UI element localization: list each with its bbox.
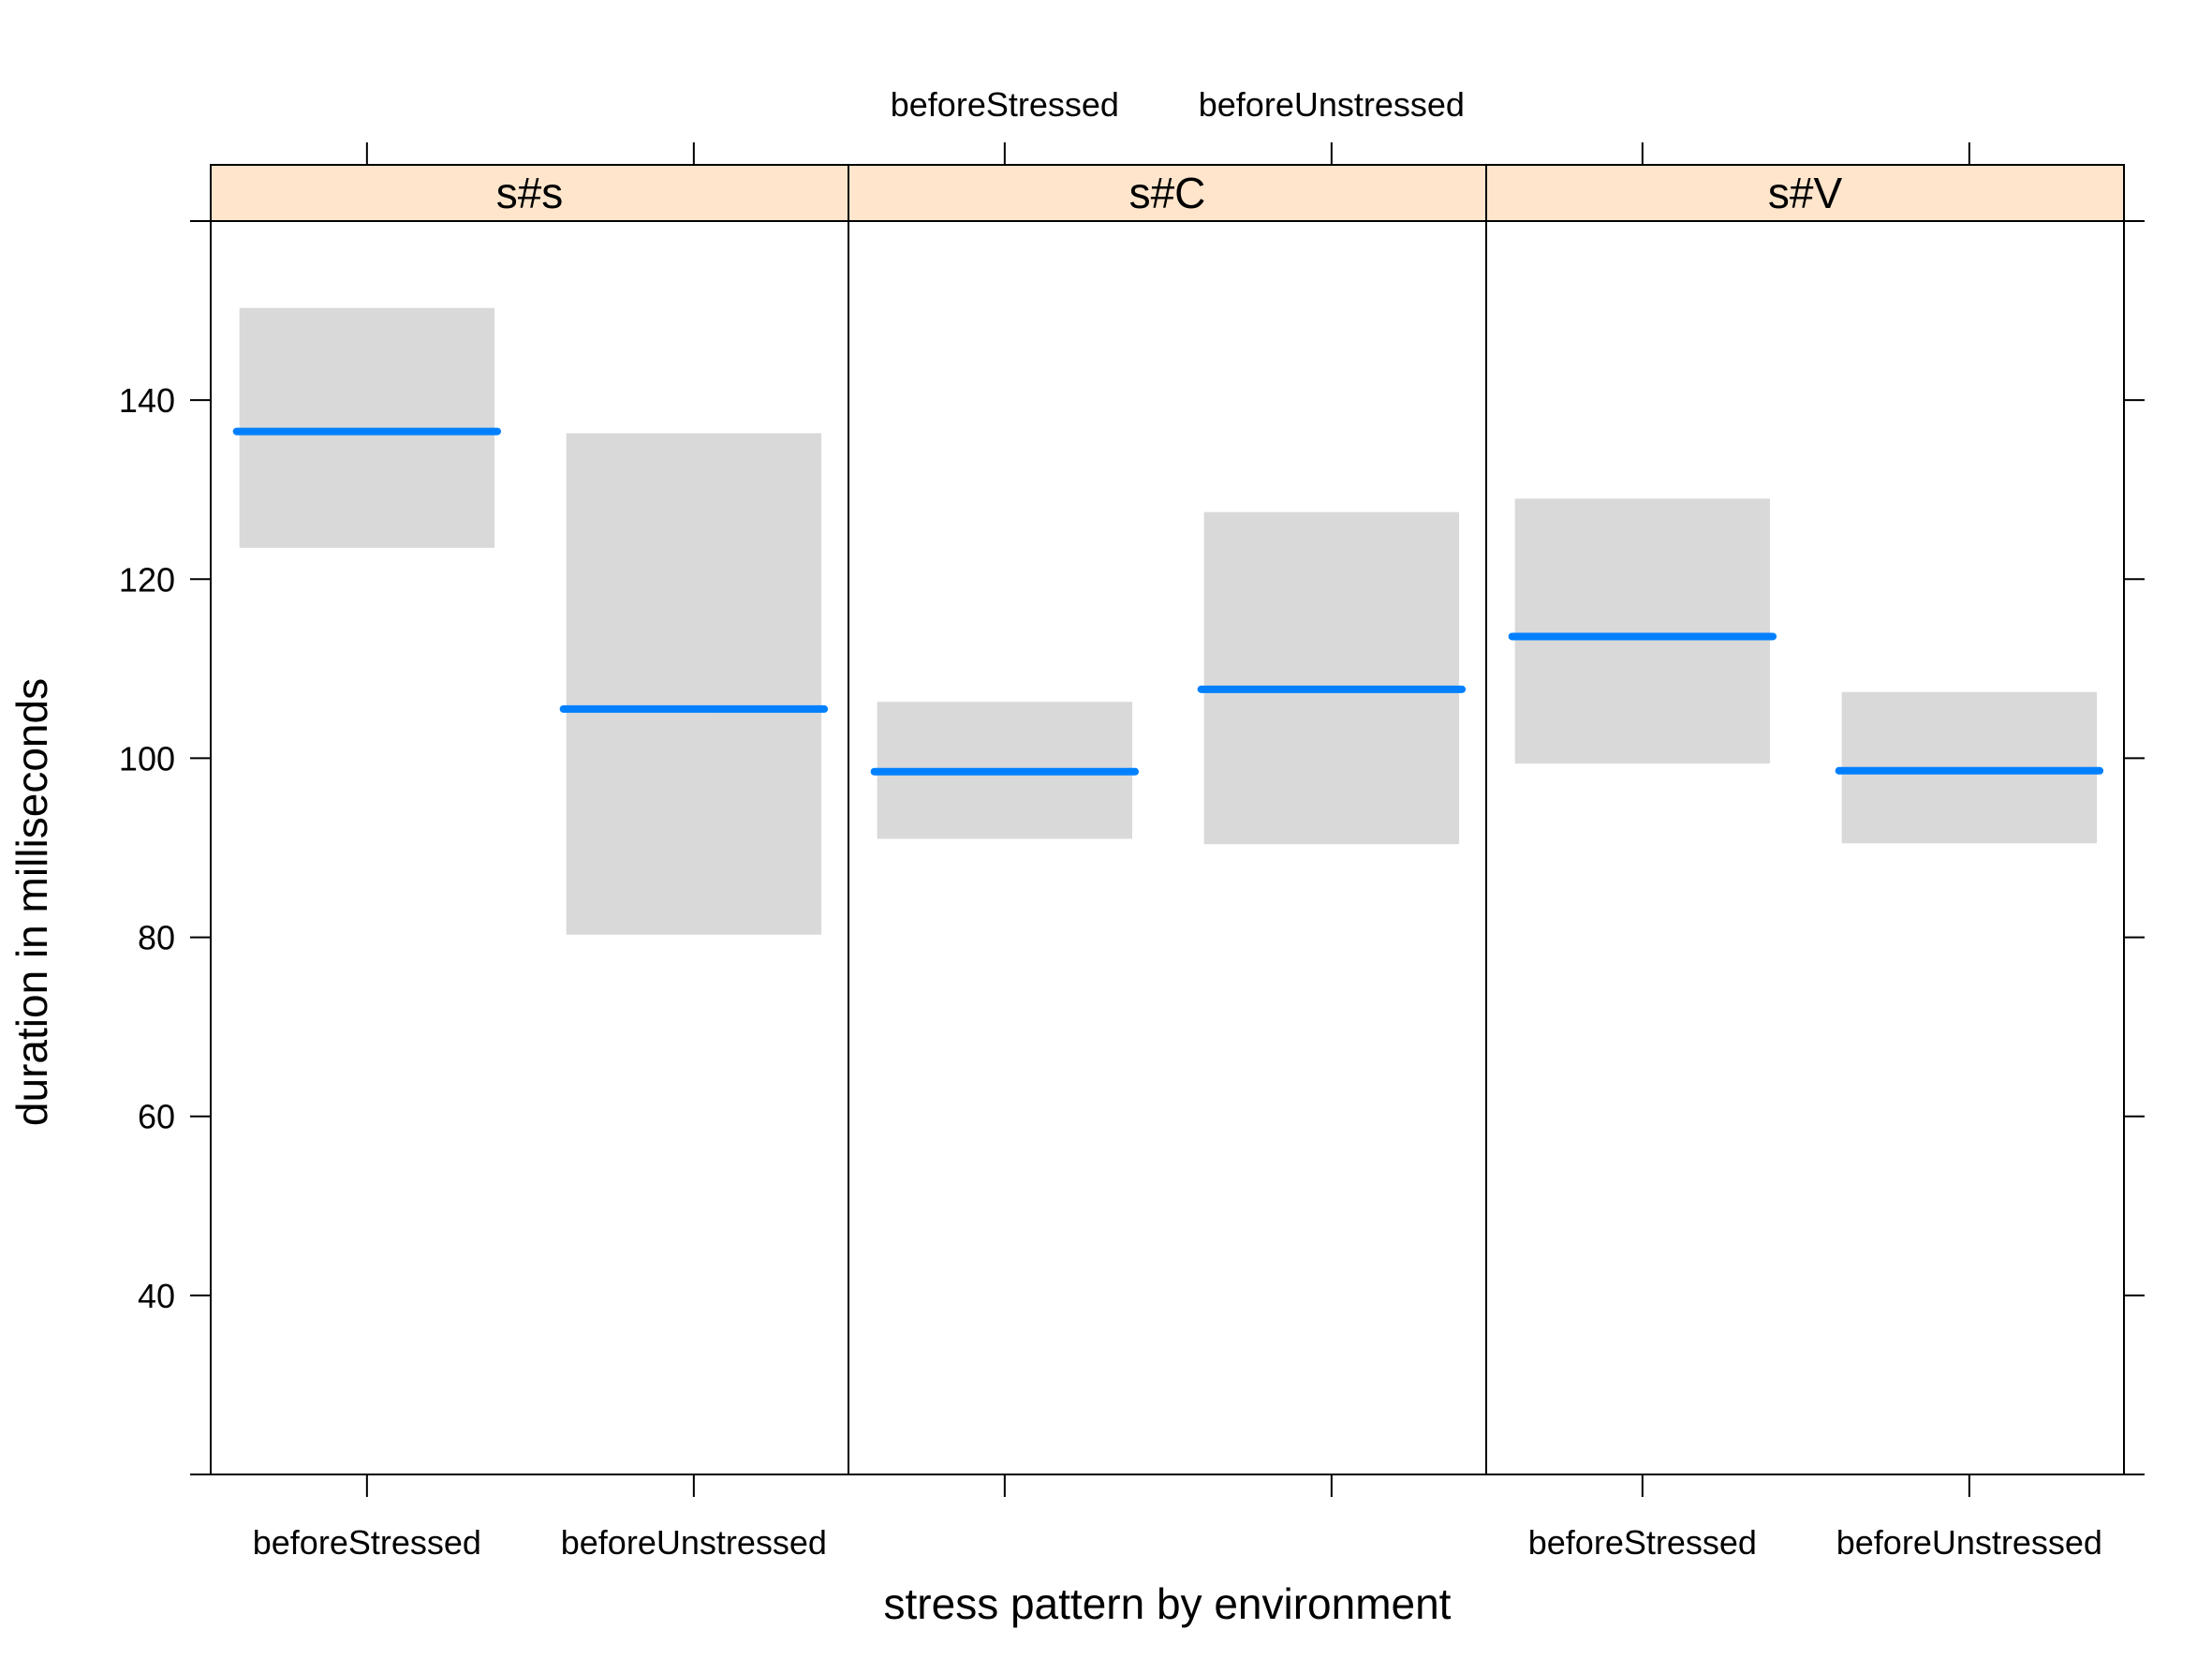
y-tick-label: 60	[138, 1098, 175, 1136]
panel-border	[848, 220, 1487, 1475]
x-axis-title: stress pattern by environment	[884, 1579, 1452, 1628]
x-tick-label: beforeUnstressed	[1836, 1523, 2102, 1562]
x-tick-label: beforeStressed	[1528, 1523, 1757, 1562]
strip-label-2: s#C	[1129, 169, 1206, 217]
y-tick-label: 140	[119, 381, 175, 420]
interval-box	[1514, 498, 1771, 764]
interval-box	[566, 433, 822, 935]
y-tick-label: 100	[119, 739, 175, 778]
y-tick-label: 80	[138, 919, 175, 957]
x-tick-label: beforeUnstressed	[561, 1523, 827, 1562]
strip-label-3: s#V	[1768, 169, 1843, 217]
y-axis-title: duration in milliseconds	[7, 678, 56, 1126]
y-tick-label: 40	[138, 1277, 175, 1315]
panel-border	[1485, 220, 2125, 1475]
x-tick-label: beforeUnstressed	[1199, 85, 1465, 124]
strip-2	[848, 164, 1487, 222]
x-tick-label: beforeStressed	[253, 1523, 481, 1562]
y-tick-label: 120	[119, 560, 175, 599]
strip-1	[210, 164, 849, 222]
strip-label-1: s#s	[496, 169, 564, 217]
x-tick-label: beforeStressed	[891, 85, 1119, 124]
strip-3	[1485, 164, 2125, 222]
interval-box	[1203, 511, 1460, 845]
